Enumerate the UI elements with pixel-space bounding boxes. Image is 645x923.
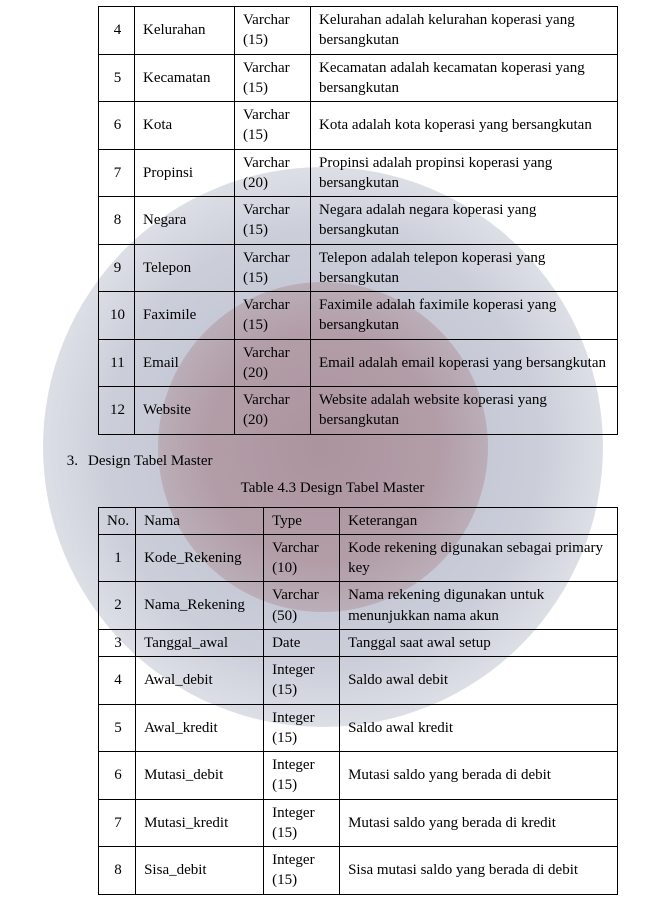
cell-desc: Kode rekening digunakan sebagai primary …	[340, 534, 618, 582]
cell-type: Varchar (15)	[235, 102, 311, 150]
cell-no: 2	[99, 582, 136, 630]
table-master: No. Nama Type Keterangan 1Kode_RekeningV…	[98, 507, 618, 895]
table-row: 4KelurahanVarchar (15)Kelurahan adalah k…	[99, 7, 618, 55]
table-row: 4Awal_debitInteger (15)Saldo awal debit	[99, 657, 618, 705]
cell-desc: Telepon adalah telepon koperasi yang ber…	[311, 244, 618, 292]
cell-no: 7	[99, 149, 135, 197]
cell-desc: Website adalah website koperasi yang ber…	[311, 387, 618, 435]
cell-no: 4	[99, 657, 136, 705]
cell-type: Integer (15)	[264, 799, 340, 847]
section-number: 3.	[60, 453, 78, 470]
cell-name: Kelurahan	[135, 7, 235, 55]
cell-no: 7	[99, 799, 136, 847]
cell-no: 9	[99, 244, 135, 292]
cell-name: Sisa_debit	[136, 847, 264, 895]
cell-type: Integer (15)	[264, 752, 340, 800]
cell-desc: Negara adalah negara koperasi yang bersa…	[311, 197, 618, 245]
col-header-desc: Keterangan	[340, 507, 618, 534]
cell-type: Integer (15)	[264, 847, 340, 895]
cell-type: Varchar (10)	[264, 534, 340, 582]
cell-desc: Kelurahan adalah kelurahan koperasi yang…	[311, 7, 618, 55]
cell-name: Kota	[135, 102, 235, 150]
cell-type: Date	[264, 629, 340, 656]
table-row: 8Sisa_debitInteger (15)Sisa mutasi saldo…	[99, 847, 618, 895]
cell-name: Nama_Rekening	[136, 582, 264, 630]
cell-name: Website	[135, 387, 235, 435]
col-header-type: Type	[264, 507, 340, 534]
cell-name: Faximile	[135, 292, 235, 340]
section-title: Design Tabel Master	[88, 453, 212, 470]
cell-name: Mutasi_debit	[136, 752, 264, 800]
cell-no: 10	[99, 292, 135, 340]
table-header-row: No. Nama Type Keterangan	[99, 507, 618, 534]
cell-desc: Mutasi saldo yang berada di debit	[340, 752, 618, 800]
cell-desc: Kecamatan adalah kecamatan koperasi yang…	[311, 54, 618, 102]
cell-desc: Nama rekening digunakan untuk menunjukka…	[340, 582, 618, 630]
cell-type: Varchar (15)	[235, 244, 311, 292]
cell-name: Tanggal_awal	[136, 629, 264, 656]
table-row: 5Awal_kreditInteger (15)Saldo awal kredi…	[99, 704, 618, 752]
table-koperasi-fields: 4KelurahanVarchar (15)Kelurahan adalah k…	[98, 6, 618, 435]
cell-desc: Tanggal saat awal setup	[340, 629, 618, 656]
cell-name: Telepon	[135, 244, 235, 292]
cell-name: Kecamatan	[135, 54, 235, 102]
col-header-name: Nama	[136, 507, 264, 534]
cell-name: Mutasi_kredit	[136, 799, 264, 847]
cell-no: 5	[99, 54, 135, 102]
cell-desc: Propinsi adalah propinsi koperasi yang b…	[311, 149, 618, 197]
table-row: 11EmailVarchar (20)Email adalah email ko…	[99, 339, 618, 387]
col-header-no: No.	[99, 507, 136, 534]
table-row: 5KecamatanVarchar (15)Kecamatan adalah k…	[99, 54, 618, 102]
table-row: 7Mutasi_kreditInteger (15)Mutasi saldo y…	[99, 799, 618, 847]
cell-name: Awal_kredit	[136, 704, 264, 752]
cell-name: Kode_Rekening	[136, 534, 264, 582]
cell-name: Propinsi	[135, 149, 235, 197]
page-content: 4KelurahanVarchar (15)Kelurahan adalah k…	[0, 0, 645, 895]
table-caption: Table 4.3 Design Tabel Master	[60, 480, 605, 497]
cell-no: 8	[99, 847, 136, 895]
cell-desc: Email adalah email koperasi yang bersang…	[311, 339, 618, 387]
cell-desc: Kota adalah kota koperasi yang bersangku…	[311, 102, 618, 150]
cell-desc: Saldo awal kredit	[340, 704, 618, 752]
cell-type: Varchar (20)	[235, 339, 311, 387]
table-row: 6Mutasi_debitInteger (15)Mutasi saldo ya…	[99, 752, 618, 800]
cell-no: 8	[99, 197, 135, 245]
table-row: 2Nama_RekeningVarchar (50)Nama rekening …	[99, 582, 618, 630]
cell-no: 3	[99, 629, 136, 656]
cell-desc: Saldo awal debit	[340, 657, 618, 705]
table-row: 9TeleponVarchar (15)Telepon adalah telep…	[99, 244, 618, 292]
cell-name: Negara	[135, 197, 235, 245]
table-row: 10FaximileVarchar (15)Faximile adalah fa…	[99, 292, 618, 340]
table-row: 6KotaVarchar (15)Kota adalah kota kopera…	[99, 102, 618, 150]
table-row: 12WebsiteVarchar (20)Website adalah webs…	[99, 387, 618, 435]
cell-desc: Sisa mutasi saldo yang berada di debit	[340, 847, 618, 895]
cell-name: Awal_debit	[136, 657, 264, 705]
cell-type: Integer (15)	[264, 657, 340, 705]
cell-desc: Mutasi saldo yang berada di kredit	[340, 799, 618, 847]
cell-no: 6	[99, 102, 135, 150]
cell-type: Varchar (15)	[235, 7, 311, 55]
cell-desc: Faximile adalah faximile koperasi yang b…	[311, 292, 618, 340]
cell-type: Integer (15)	[264, 704, 340, 752]
cell-no: 5	[99, 704, 136, 752]
cell-type: Varchar (15)	[235, 54, 311, 102]
cell-type: Varchar (15)	[235, 197, 311, 245]
cell-type: Varchar (15)	[235, 292, 311, 340]
section-heading: 3. Design Tabel Master	[60, 453, 605, 470]
table-row: 3Tanggal_awalDateTanggal saat awal setup	[99, 629, 618, 656]
table-row: 7PropinsiVarchar (20)Propinsi adalah pro…	[99, 149, 618, 197]
cell-name: Email	[135, 339, 235, 387]
cell-no: 11	[99, 339, 135, 387]
table-row: 8NegaraVarchar (15)Negara adalah negara …	[99, 197, 618, 245]
cell-no: 4	[99, 7, 135, 55]
cell-type: Varchar (20)	[235, 387, 311, 435]
cell-no: 6	[99, 752, 136, 800]
cell-no: 1	[99, 534, 136, 582]
cell-type: Varchar (50)	[264, 582, 340, 630]
cell-no: 12	[99, 387, 135, 435]
cell-type: Varchar (20)	[235, 149, 311, 197]
table-row: 1Kode_RekeningVarchar (10)Kode rekening …	[99, 534, 618, 582]
